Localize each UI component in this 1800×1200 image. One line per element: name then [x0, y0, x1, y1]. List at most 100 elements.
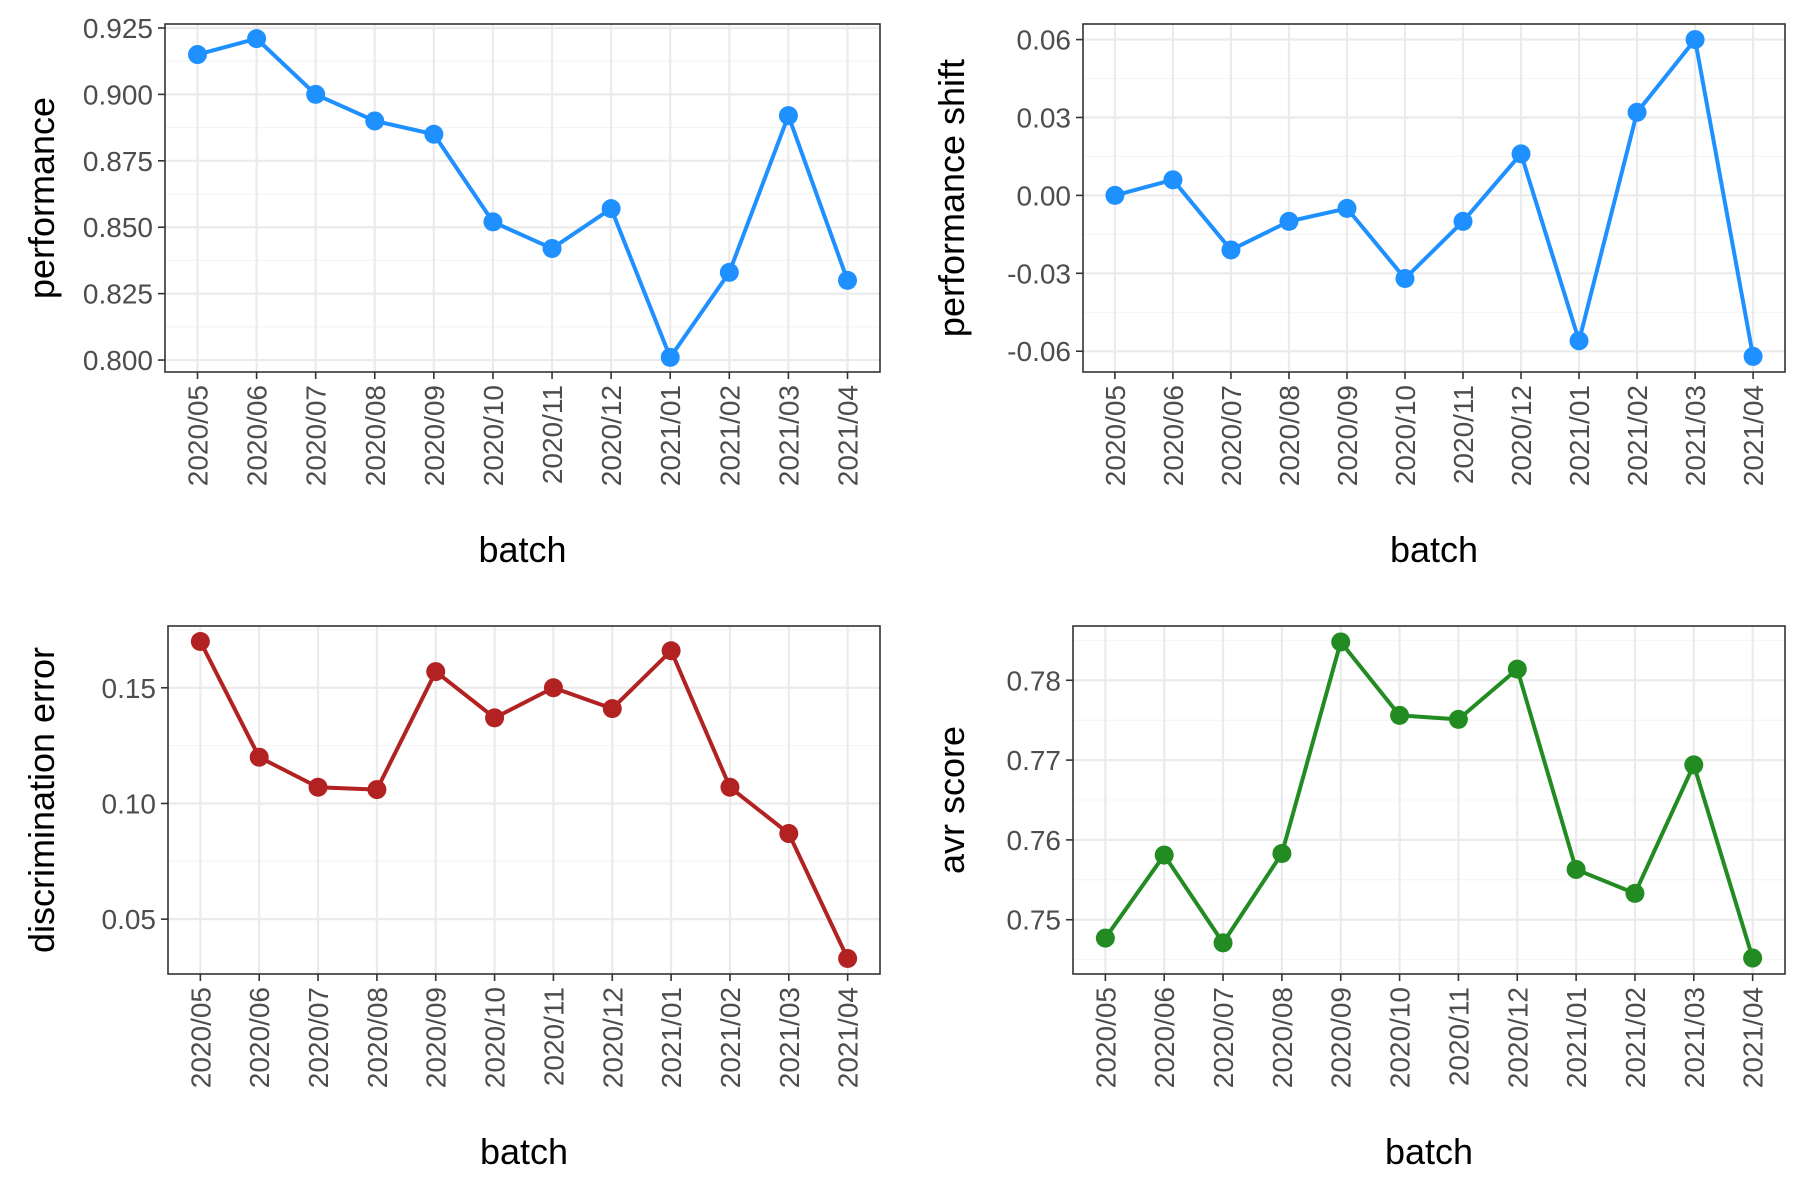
- panel-3-data-point: [485, 708, 505, 728]
- panel-3-x-tick-label: 2021/04: [833, 987, 864, 1088]
- panel-2-x-tick-label: 2020/11: [1448, 385, 1479, 484]
- panel-3-y-axis-title: discrimination error: [21, 647, 62, 953]
- panel-4-data-point: [1448, 709, 1468, 729]
- panel-4-x-tick-label: 2021/03: [1679, 987, 1710, 1088]
- panel-1-x-tick-label: 2021/02: [714, 385, 745, 486]
- panel-2-y-tick-label: 0.00: [1017, 180, 1072, 211]
- panel-1-data-point: [838, 270, 857, 290]
- panel-1-data-point: [188, 45, 207, 65]
- panel-4-data-point: [1390, 705, 1410, 725]
- panel-4-data-point: [1272, 843, 1292, 863]
- panel-3-x-tick-label: 2020/08: [362, 987, 393, 1088]
- panel-1-y-axis-title: performance: [21, 97, 62, 299]
- panel-2-x-tick-label: 2020/10: [1390, 385, 1421, 486]
- panel-2-data-point: [1511, 144, 1531, 164]
- panel-1-y-tick-label: 0.850: [83, 212, 153, 243]
- panel-4-x-tick-label: 2021/04: [1738, 987, 1769, 1088]
- panel-3: 0.05 0.10 0.15 2020/05 2020/06 2020/07 2020/08…: [21, 625, 881, 1172]
- panel-1-x-tick-label: 2020/07: [301, 385, 332, 486]
- panel-1-x-tick-label: 2021/01: [655, 385, 686, 486]
- panel-4-data-point: [1566, 859, 1586, 879]
- panel-4-x-tick-label: 2020/09: [1326, 987, 1357, 1088]
- panel-4: 0.75 0.76 0.77 0.78 2020/05 2020/06 2020/07 202…: [931, 625, 1786, 1172]
- panel-1-x-axis-title: batch: [478, 529, 566, 570]
- panel-4-series-line: [1103, 639, 1755, 959]
- panel-1-x-tick-label: 2021/04: [833, 385, 864, 486]
- panel-3-x-tick-label: 2021/03: [774, 987, 805, 1088]
- panel-2-y-tick-label: -0.06: [1007, 336, 1071, 367]
- panel-2-x-tick-label: 2020/06: [1158, 385, 1189, 486]
- panel-3-border: [167, 625, 881, 975]
- panel-1-x-tick-label: 2020/10: [478, 385, 509, 486]
- panel-1-y-tick-label: 0.900: [83, 79, 153, 110]
- panel-1-data-point: [660, 347, 680, 367]
- panel-3-y-tick-label: 0.10: [102, 788, 157, 819]
- panel-2-series-line: [1114, 37, 1756, 357]
- panel-1-x-tick-label: 2020/08: [360, 385, 391, 486]
- panel-3-x-tick-label: 2020/07: [303, 987, 334, 1088]
- panel-3-data-point: [779, 824, 799, 844]
- panel-1-x-tick-label: 2020/09: [419, 385, 450, 486]
- panel-1-data-point: [247, 29, 267, 49]
- panel-4-x-tick-label: 2020/12: [1502, 987, 1533, 1088]
- panel-2-data-point: [1221, 240, 1241, 260]
- panel-2-y-tick-label: 0.03: [1017, 102, 1072, 133]
- panel-3-data-point: [426, 662, 446, 682]
- panel-1-data-point: [365, 111, 385, 131]
- panel-2-data-point: [1685, 30, 1705, 50]
- panel-1-x-tick-label: 2020/05: [183, 385, 214, 486]
- panel-1-data-point: [601, 199, 621, 219]
- panel-4-x-tick-label: 2020/10: [1385, 987, 1416, 1088]
- panel-2-x-tick-label: 2021/01: [1564, 385, 1595, 486]
- panel-1-border: [164, 23, 881, 373]
- panel-1-data-point: [542, 238, 562, 258]
- panel-2-data-point: [1163, 170, 1183, 190]
- panel-2-data-point: [1569, 331, 1589, 351]
- panel-2-data-point: [1627, 102, 1647, 122]
- panel-4-data-point: [1213, 933, 1233, 953]
- panel-4-data-point: [1743, 948, 1763, 968]
- panel-4-x-tick-label: 2020/07: [1208, 987, 1239, 1088]
- panel-4-x-tick-label: 2020/06: [1149, 987, 1180, 1088]
- panel-2-x-tick-label: 2020/12: [1506, 385, 1537, 486]
- panel-1: 0.800 0.825 0.850 0.875 0.900 0.925 2020/05 202…: [21, 13, 881, 570]
- panel-3-data-point: [720, 777, 740, 797]
- panel-2-data-point: [1395, 269, 1415, 289]
- panel-2-x-axis-title: batch: [1390, 529, 1478, 570]
- panel-1-y-tick-label: 0.825: [83, 279, 153, 310]
- panel-2-data-point: [1105, 185, 1125, 205]
- panel-2-x-tick-label: 2020/05: [1100, 385, 1131, 486]
- panel-3-background: [168, 626, 880, 974]
- panel-1-series-line: [196, 36, 850, 360]
- panel-1-y-tick-label: 0.925: [83, 13, 153, 44]
- panel-2-x-tick-label: 2020/07: [1216, 385, 1247, 486]
- panel-3-series-line: [198, 640, 850, 960]
- panel-2-data-point: [1279, 211, 1299, 231]
- panel-2-x-tick-label: 2021/04: [1738, 385, 1769, 486]
- panel-1-x-tick-label: 2020/12: [596, 385, 627, 486]
- panel-3-x-tick-label: 2020/11: [538, 987, 569, 1086]
- panel-3-data-point: [661, 641, 681, 661]
- panel-2-x-tick-label: 2021/03: [1680, 385, 1711, 486]
- panel-3-data-point: [543, 678, 563, 698]
- panel-1-data-point: [424, 124, 444, 144]
- panel-2-x-tick-label: 2021/02: [1622, 385, 1653, 486]
- panel-2-y-axis-title: performance shift: [931, 59, 972, 337]
- panel-4-border: [1072, 625, 1786, 975]
- panel-4-y-tick-label: 0.76: [1007, 825, 1062, 856]
- panel-3-y-tick-label: 0.05: [102, 904, 157, 935]
- panel-2-data-point: [1743, 346, 1763, 366]
- panel-4-y-tick-label: 0.78: [1007, 665, 1062, 696]
- panel-1-x-tick-label: 2020/06: [242, 385, 273, 486]
- panel-3-x-tick-label: 2020/09: [421, 987, 452, 1088]
- panel-2-data-point: [1453, 211, 1473, 231]
- panel-1-x-tick-label: 2020/11: [537, 385, 568, 484]
- panel-2-x-tick-label: 2020/09: [1332, 385, 1363, 486]
- panel-3-data-point: [308, 777, 328, 797]
- panel-4-data-point: [1154, 845, 1174, 865]
- panel-3-x-tick-label: 2020/10: [480, 987, 511, 1088]
- panel-4-x-axis-title: batch: [1385, 1131, 1473, 1172]
- panel-4-y-axis-title: avr score: [931, 726, 972, 874]
- panel-3-y-tick-label: 0.15: [102, 673, 157, 704]
- panel-4-data-point: [1331, 632, 1351, 652]
